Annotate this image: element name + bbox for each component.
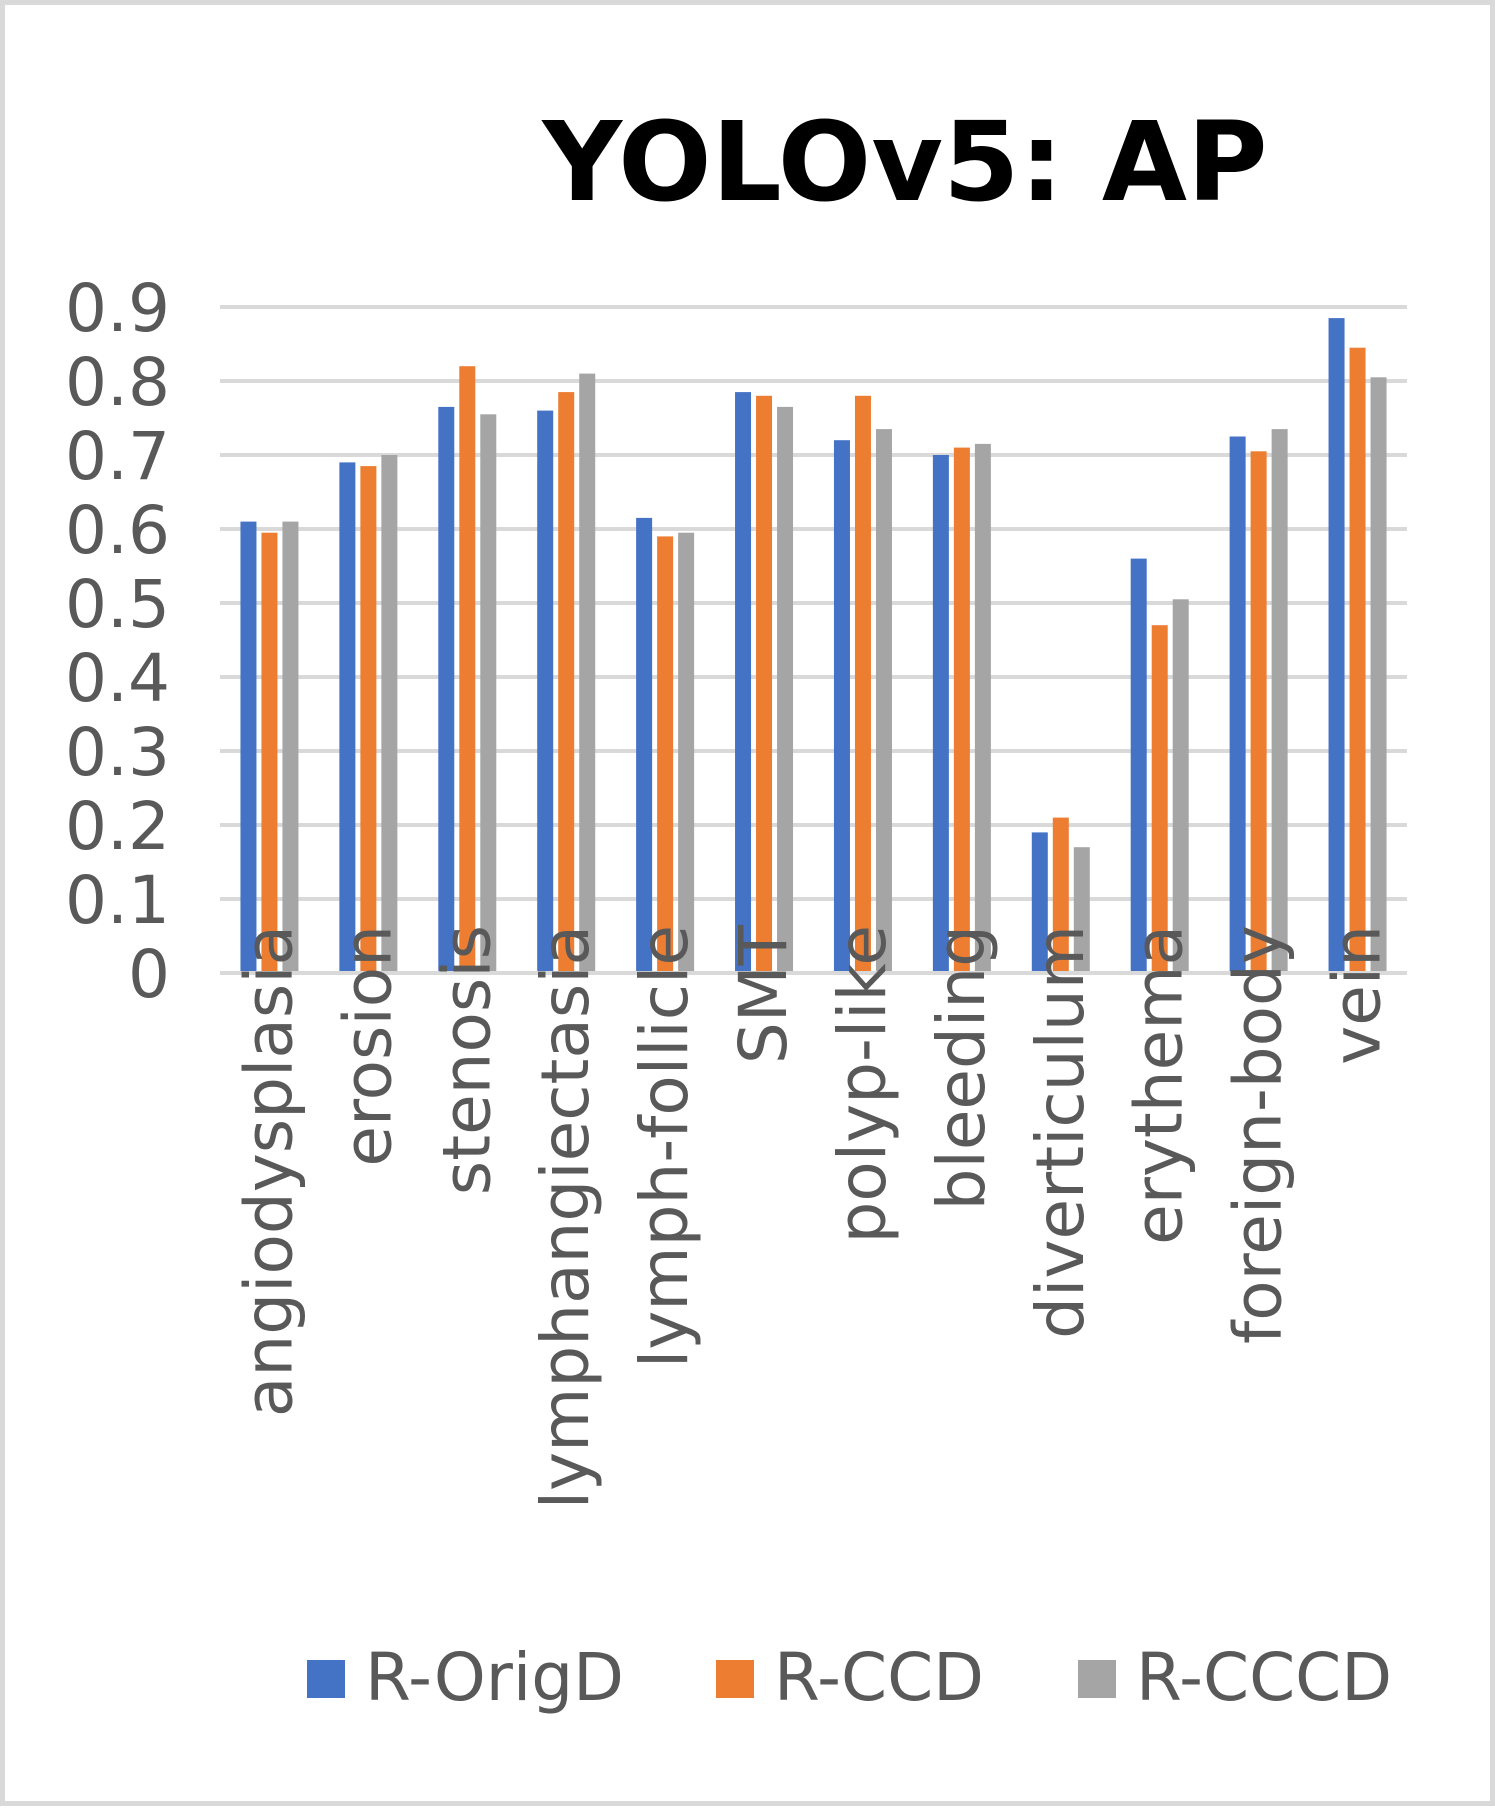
bar-r-origd-lymph-follicle [636, 517, 653, 973]
bar-r-ccd-smt [756, 395, 773, 973]
y-tick-label: 0.4 [65, 640, 170, 717]
bar-r-cccd-lymphangiectasia [579, 373, 596, 974]
x-category-label: diverticulum [1022, 925, 1099, 1339]
legend-swatch-r-cccd [1078, 1660, 1116, 1698]
bar-r-ccd-lymph-follicle [657, 536, 674, 973]
legend-label-r-ccd: R-CCD [774, 1639, 984, 1716]
bar-r-origd-vein [1328, 318, 1345, 974]
x-category-label: stenosis [428, 925, 505, 1195]
bar-r-origd-diverticulum [1031, 832, 1048, 973]
bar-r-origd-erythema [1130, 558, 1147, 973]
bar-r-cccd-erosion [381, 455, 398, 973]
bar-r-ccd-polyp-like [854, 395, 871, 973]
bar-r-cccd-angiodysplasia [282, 521, 299, 973]
bar-r-cccd-stenosis [480, 414, 497, 973]
x-category-label: lymph-follicle [626, 925, 703, 1368]
bar-r-origd-stenosis [438, 406, 455, 973]
bar-r-ccd-stenosis [459, 366, 476, 973]
x-axis-categories: angiodysplasia erosion stenosis lymphangiec… [230, 924, 1395, 1509]
y-tick-label: 0.8 [65, 344, 170, 421]
bar-r-ccd-erythema [1151, 625, 1168, 973]
bar-r-ccd-vein [1349, 347, 1366, 973]
y-tick-label: 0.7 [65, 418, 170, 495]
legend-swatch-r-ccd [716, 1660, 754, 1698]
bar-r-cccd-lymph-follicle [678, 532, 695, 973]
y-tick-label: 0.6 [65, 492, 170, 569]
x-category-label: angiodysplasia [230, 925, 307, 1417]
gridlines [220, 305, 1407, 901]
bar-r-ccd-bleeding [953, 447, 970, 974]
bars [240, 318, 1387, 974]
bar-chart: 00.10.20.30.40.50.60.70.80.9 angiodyspla… [65, 98, 1407, 1716]
legend-swatch-r-origd [307, 1660, 345, 1698]
y-tick-label: 0.2 [65, 788, 170, 865]
bar-r-ccd-foreign-body [1250, 451, 1267, 973]
bar-r-ccd-erosion [360, 466, 377, 973]
bar-r-cccd-polyp-like [875, 429, 892, 974]
x-category-label: erosion [329, 925, 406, 1167]
bar-r-origd-polyp-like [833, 440, 850, 973]
bar-r-ccd-diverticulum [1052, 817, 1069, 973]
bar-r-cccd-diverticulum [1073, 847, 1090, 973]
bar-r-ccd-angiodysplasia [261, 532, 278, 973]
bar-r-origd-angiodysplasia [240, 521, 257, 973]
y-tick-label: 0.3 [65, 714, 170, 791]
x-category-label: polyp-like [824, 925, 901, 1244]
legend-label-r-origd: R-OrigD [365, 1639, 624, 1716]
bar-r-ccd-lymphangiectasia [558, 392, 575, 974]
bar-r-origd-foreign-body [1229, 436, 1246, 973]
x-category-label: vein [1319, 925, 1396, 1065]
y-tick-label: 0 [128, 936, 170, 1013]
x-category-label: SMT [725, 924, 802, 1064]
bar-r-cccd-foreign-body [1271, 429, 1288, 974]
bar-r-origd-bleeding [932, 455, 949, 973]
y-tick-label: 0.5 [65, 566, 170, 643]
bar-r-origd-lymphangiectasia [537, 410, 554, 974]
legend-label-r-cccd: R-CCCD [1136, 1639, 1392, 1716]
bar-r-origd-erosion [339, 462, 356, 973]
bar-r-cccd-bleeding [974, 443, 991, 973]
x-category-label: lymphangiectasia [527, 925, 604, 1509]
bar-r-origd-smt [735, 392, 752, 974]
bar-r-cccd-smt [777, 406, 794, 973]
x-category-label: foreign-body [1220, 925, 1297, 1344]
x-category-label: erythema [1121, 925, 1198, 1245]
legend: R-OrigD R-CCD R-CCCD [307, 1639, 1392, 1716]
y-axis-ticks: 00.10.20.30.40.50.60.70.80.9 [65, 270, 170, 1013]
y-tick-label: 0.1 [65, 862, 170, 939]
bar-r-cccd-erythema [1172, 599, 1189, 973]
chart-title: YOLOv5: AP [540, 98, 1267, 226]
bar-r-cccd-vein [1370, 377, 1387, 973]
y-tick-label: 0.9 [65, 270, 170, 347]
x-category-label: bleeding [923, 925, 1000, 1210]
